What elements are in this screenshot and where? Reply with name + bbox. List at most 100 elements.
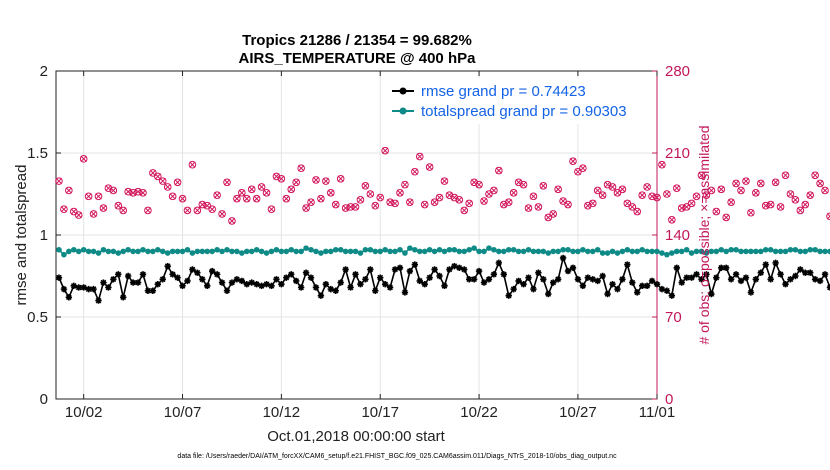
totalspread-point (100, 246, 107, 253)
rmse-point (144, 287, 152, 294)
obs-assimilated-marker (293, 179, 300, 186)
obs-assimilated-marker (792, 196, 799, 204)
obs-possible-marker (312, 176, 320, 184)
rmse-point (703, 271, 710, 278)
totalspread-point (327, 248, 334, 255)
rmse-point (465, 276, 473, 283)
rmse-point (718, 264, 725, 271)
rmse-point (105, 284, 112, 291)
obs-possible-marker (282, 194, 291, 203)
obs-possible-marker (188, 160, 197, 169)
rmse-point (189, 266, 196, 273)
totalspread-point (649, 248, 655, 255)
totalspread-point (486, 245, 492, 251)
obs-possible-marker (786, 190, 795, 198)
obs-possible-marker (55, 177, 63, 185)
totalspread-point (792, 246, 799, 253)
obs-assimilated-marker (663, 190, 671, 198)
obs-assimilated-marker (619, 186, 626, 193)
rmse-point (490, 271, 498, 278)
totalspread-point (540, 248, 547, 255)
obs-assimilated-marker (639, 192, 646, 199)
totalspread-point (446, 246, 453, 253)
totalspread-point (599, 250, 606, 256)
totalspread-point (248, 248, 255, 255)
rmse-point (554, 276, 562, 283)
totalspread-point (352, 248, 359, 255)
obs-possible-marker (717, 185, 726, 194)
rmse-point (95, 297, 102, 304)
rmse-point (816, 277, 824, 285)
obs-assimilated-marker (802, 201, 809, 208)
obs-possible-marker (796, 206, 805, 215)
totalspread-point (426, 246, 433, 253)
totalspread-point (140, 246, 146, 253)
obs-possible-marker (623, 199, 632, 208)
obs-possible-marker (613, 189, 622, 197)
totalspread-point (397, 246, 403, 253)
obs-possible-marker (618, 185, 627, 194)
totalspread-point (589, 248, 596, 255)
obs-assimilated-marker (90, 210, 97, 218)
totalspread-point (75, 248, 82, 255)
obs-possible-marker (756, 179, 765, 188)
obs-assimilated-marker (461, 207, 468, 214)
x-tick-label: 11/01 (639, 404, 675, 421)
totalspread-point (698, 248, 705, 255)
obs-possible-marker (821, 186, 829, 195)
totalspread-point (743, 248, 749, 255)
totalspread-point (85, 248, 92, 255)
rmse-point (70, 282, 77, 290)
obs-possible-marker (564, 200, 572, 209)
totalspread-point (451, 246, 458, 253)
rmse-point (268, 282, 275, 290)
obs-possible-marker (233, 194, 241, 203)
obs-assimilated-marker (564, 201, 572, 208)
totalspread-point (659, 250, 665, 256)
rmse-point (648, 277, 656, 285)
rmse-point (564, 267, 572, 275)
rmse-point (574, 276, 582, 283)
totalspread-point (639, 246, 645, 253)
obs-possible-marker (539, 182, 548, 190)
totalspread-point (797, 248, 804, 255)
obs-possible-marker (806, 191, 815, 199)
rmse-point (283, 274, 290, 281)
totalspread-point (70, 246, 77, 253)
totalspread-point (145, 248, 151, 255)
totalspread-point (807, 246, 814, 253)
obs-assimilated-marker (327, 189, 334, 196)
obs-assimilated-marker (550, 210, 557, 218)
legend-spread-marker (399, 107, 407, 115)
totalspread-point (135, 248, 141, 255)
rmse-point (569, 264, 577, 271)
obs-assimilated-marker (747, 209, 755, 216)
x-tick-label: 10/22 (460, 404, 498, 421)
rmse-point (317, 292, 325, 299)
obs-possible-marker (242, 194, 251, 203)
totalspread-point (515, 248, 522, 255)
obs-assimilated-marker (55, 177, 63, 185)
rmse-point (510, 285, 517, 293)
totalspread-point (258, 248, 265, 255)
rmse-point (391, 266, 399, 273)
obs-possible-marker (287, 185, 296, 194)
rmse-point (673, 264, 680, 271)
rmse-point (337, 279, 344, 286)
obs-possible-marker (307, 198, 315, 206)
totalspread-point (318, 250, 324, 256)
obs-assimilated-marker (752, 189, 760, 196)
totalspread-point (229, 248, 235, 255)
totalspread-point (496, 248, 502, 255)
rmse-point (120, 294, 127, 301)
obs-assimilated-marker (742, 177, 750, 185)
totalspread-point (332, 246, 339, 253)
obs-assimilated-marker (816, 180, 824, 187)
obs-assimilated-marker (357, 196, 364, 204)
obs-assimilated-marker (288, 186, 295, 193)
obs-possible-marker (322, 177, 330, 185)
rmse-point (540, 276, 547, 283)
obs-possible-marker (569, 157, 577, 165)
totalspread-point (535, 248, 542, 255)
obs-assimilated-marker (797, 207, 804, 214)
